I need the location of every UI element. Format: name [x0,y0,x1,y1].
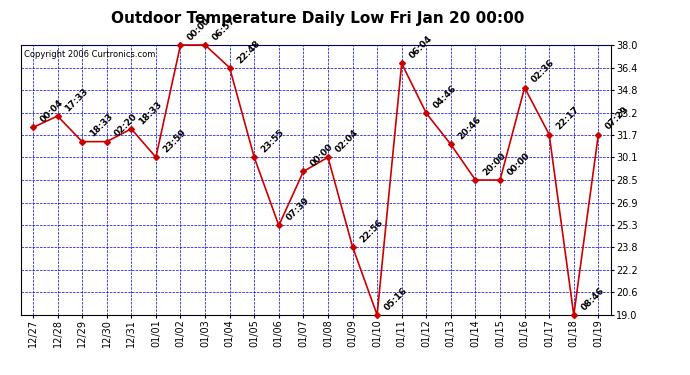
Text: 02:04: 02:04 [333,128,360,154]
Text: 17:33: 17:33 [63,87,90,113]
Text: 23:59: 23:59 [161,128,188,154]
Text: 22:48: 22:48 [235,38,262,65]
Text: 02:20: 02:20 [112,112,139,139]
Text: 00:04: 00:04 [39,98,65,124]
Text: 22:17: 22:17 [555,105,582,132]
Text: 07:39: 07:39 [284,196,311,223]
Text: Outdoor Temperature Daily Low Fri Jan 20 00:00: Outdoor Temperature Daily Low Fri Jan 20… [110,11,524,26]
Text: 05:16: 05:16 [383,286,409,312]
Text: 08:46: 08:46 [580,286,606,312]
Text: 06:04: 06:04 [407,34,434,61]
Text: 00:00: 00:00 [186,16,213,42]
Text: 18:33: 18:33 [88,112,115,139]
Text: 22:56: 22:56 [358,217,385,244]
Text: 02:36: 02:36 [530,58,557,85]
Text: 00:00: 00:00 [309,142,335,169]
Text: Copyright 2006 Curtronics.com: Copyright 2006 Curtronics.com [23,50,155,59]
Text: 06:57: 06:57 [210,16,237,42]
Text: 00:00: 00:00 [506,151,532,177]
Text: 07:29: 07:29 [604,105,631,132]
Text: 23:55: 23:55 [259,128,286,154]
Text: 18:33: 18:33 [137,99,164,126]
Text: 04:46: 04:46 [432,84,459,110]
Text: 20:00: 20:00 [481,151,507,177]
Text: 20:46: 20:46 [456,115,483,142]
